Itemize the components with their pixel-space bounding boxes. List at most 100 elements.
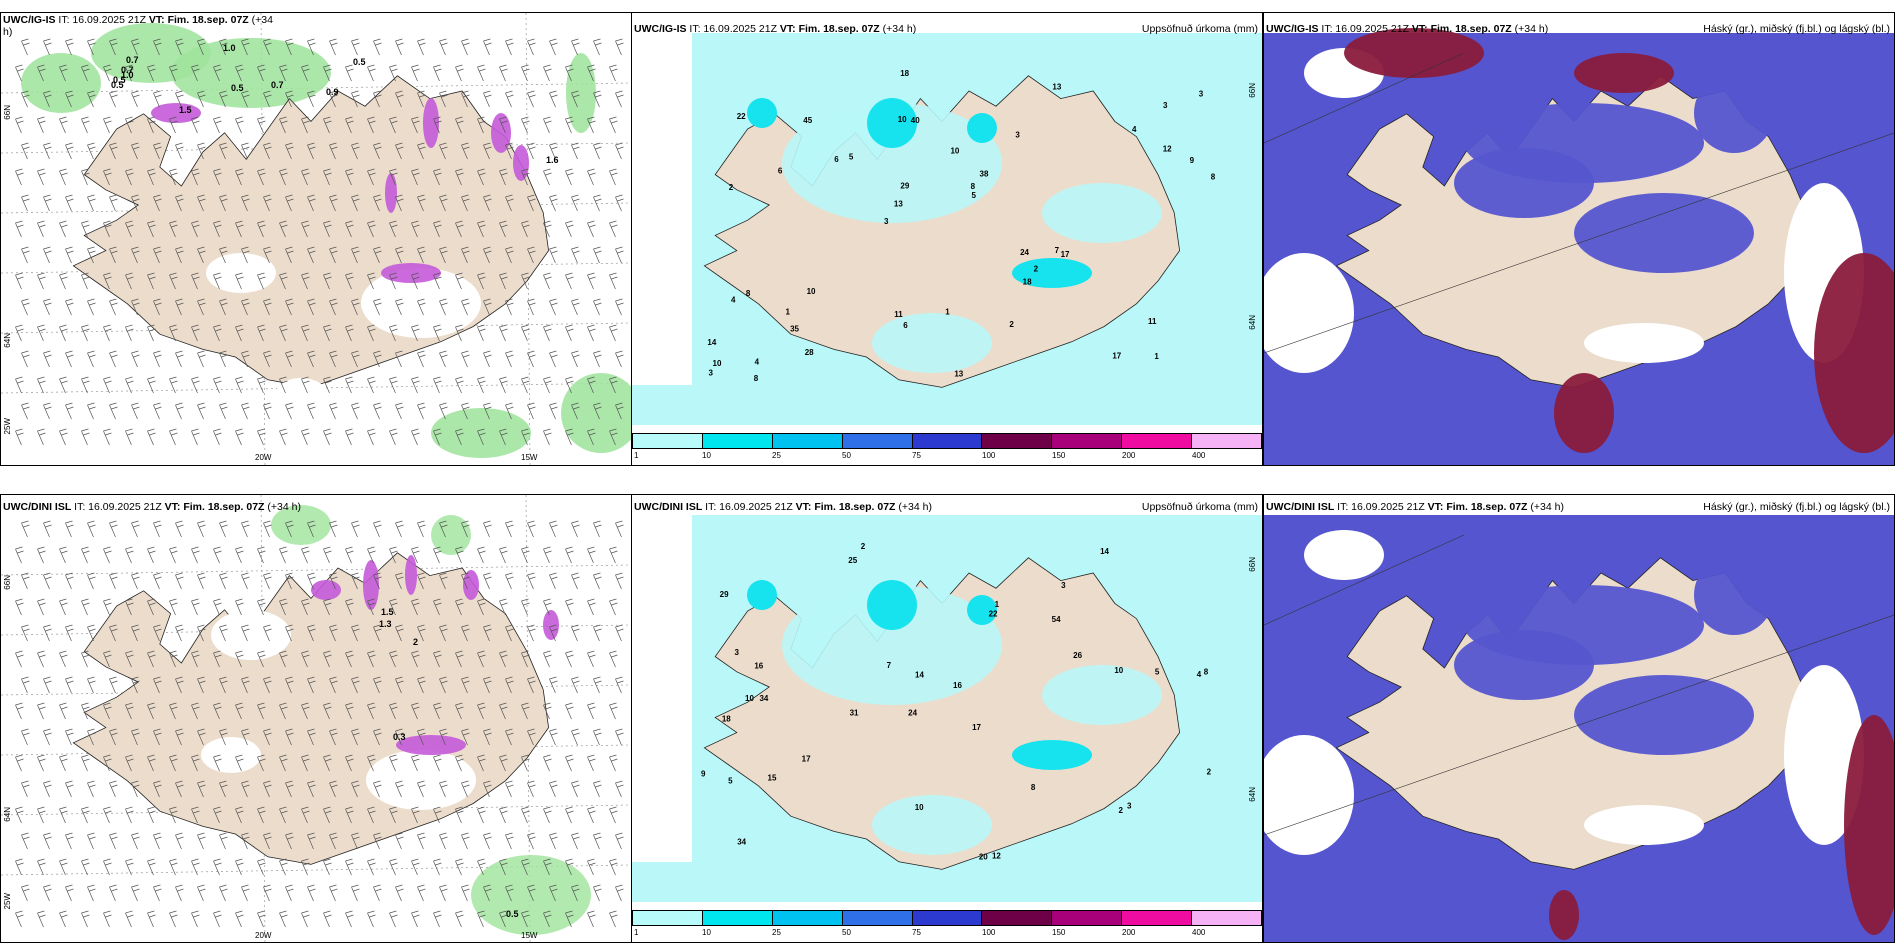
wind-barb [593, 572, 602, 590]
wind-barb [87, 402, 96, 420]
wind-barb [593, 38, 602, 56]
wind-barb [147, 272, 156, 290]
wind-barb [81, 910, 90, 928]
wind-barb [169, 754, 178, 772]
wind-barb [285, 884, 294, 902]
wind-barb [153, 520, 162, 538]
wind-barb [131, 624, 140, 642]
wind-barb [411, 910, 420, 928]
wind-barb [417, 676, 426, 694]
wind-barb [593, 142, 602, 160]
lat-66-label: 66N [1248, 83, 1257, 98]
wind-barb [565, 806, 574, 824]
wind-barb [109, 780, 118, 798]
wind-barb [125, 168, 134, 186]
wind-barb [461, 298, 470, 316]
wind-barb [455, 702, 464, 720]
wind-barb [527, 832, 536, 850]
wind-barb [483, 676, 492, 694]
wind-barb [241, 350, 250, 368]
precip-value: 13 [894, 200, 903, 209]
wind-barb [433, 428, 442, 446]
wind-barb [103, 272, 112, 290]
wind-barb [549, 142, 558, 160]
wind-barb [329, 728, 338, 746]
wind-barb [455, 910, 464, 928]
wind-barb [87, 676, 96, 694]
wind-barb [109, 520, 118, 538]
precip-value: 54 [1052, 615, 1061, 624]
precip-value: 2 [1207, 768, 1212, 777]
wind-barb [395, 884, 404, 902]
wind-barb [483, 780, 492, 798]
wind-barb [593, 884, 602, 902]
glacier [276, 378, 326, 408]
wind-barb [301, 754, 310, 772]
wind-barb [587, 858, 596, 876]
colorbar-swatch [982, 434, 1053, 448]
wind-barb [521, 910, 530, 928]
wind-barb [615, 38, 624, 56]
precip-value: 5 [849, 153, 854, 162]
wind-barb [527, 572, 536, 590]
wind-barb [109, 350, 118, 368]
wind-barb [527, 38, 536, 56]
wind-barb [125, 858, 134, 876]
precip-value: 10 [713, 359, 722, 368]
wind-barb [153, 728, 162, 746]
wind-barb [549, 90, 558, 108]
wind-barb [351, 246, 360, 264]
wind-barb [549, 246, 558, 264]
wind-barb [439, 142, 448, 160]
precip-map: 1233341010851435403817221882412131129451… [632, 33, 1262, 425]
wind-barb [587, 598, 596, 616]
precip-magenta [151, 103, 201, 123]
wind-barb [439, 520, 448, 538]
wind-barb [125, 650, 134, 668]
wind-barb [367, 324, 376, 342]
precip-label: 0.5 [353, 57, 366, 67]
wind-barb [373, 624, 382, 642]
wind-barb [411, 272, 420, 290]
wind-barb [609, 220, 618, 238]
wind-barb [279, 546, 288, 564]
wind-barb [59, 428, 68, 446]
wind-barb [455, 428, 464, 446]
colorbar-tick-label: 400 [1192, 451, 1206, 460]
wind-barb [197, 194, 206, 212]
wind-barb [213, 702, 222, 720]
wind-barb [521, 428, 530, 446]
precip-value: 28 [805, 348, 814, 357]
wind-barb [565, 650, 574, 668]
land-iceland [72, 552, 550, 865]
lon-25-label: 25W [3, 893, 12, 910]
wind-barb [521, 702, 530, 720]
precip-value: 24 [908, 708, 917, 717]
wind-barb [235, 650, 244, 668]
wind-barb [263, 520, 272, 538]
wind-barb [477, 650, 486, 668]
wind-barb [153, 780, 162, 798]
wind-barb [505, 832, 514, 850]
wind-barb [279, 754, 288, 772]
wind-barb [81, 168, 90, 186]
wind-barb [329, 194, 338, 212]
precip-value: 5 [1155, 668, 1160, 677]
wind-barb [345, 428, 354, 446]
wind-barb [103, 546, 112, 564]
wind-barb [499, 272, 508, 290]
wind-barb [615, 298, 624, 316]
wind-barb [307, 90, 316, 108]
wind-barb [527, 90, 536, 108]
wind-barb [483, 728, 492, 746]
wind-barb [103, 754, 112, 772]
wind-barb [131, 832, 140, 850]
precip-value: 4 [1132, 125, 1137, 134]
wind-barb [147, 428, 156, 446]
wind-barb [389, 220, 398, 238]
wind-barb [37, 116, 46, 134]
wind-barb [257, 428, 266, 446]
wind-barb [213, 324, 222, 342]
wind-barb [455, 598, 464, 616]
precip-heavy [867, 98, 917, 148]
